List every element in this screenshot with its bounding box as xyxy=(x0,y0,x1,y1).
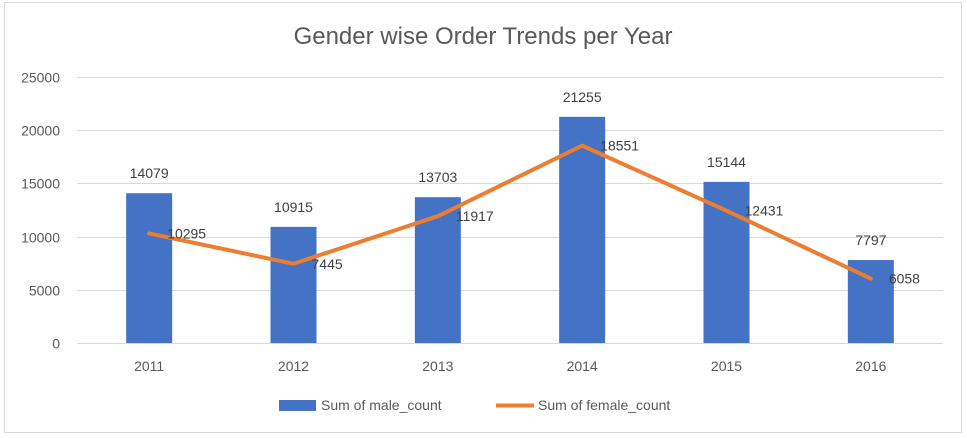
bar xyxy=(126,193,173,343)
y-tick-label: 10000 xyxy=(21,230,60,246)
y-axis: 0 5000 10000 15000 20000 25000 xyxy=(21,70,60,352)
y-tick-label: 25000 xyxy=(21,70,60,86)
x-tick-label: 2013 xyxy=(422,358,453,374)
grid-lines xyxy=(77,77,943,344)
x-tick-label: 2016 xyxy=(855,358,886,374)
line-value-label: 11917 xyxy=(456,208,494,224)
y-tick-label: 20000 xyxy=(21,123,60,139)
x-tick-label: 2011 xyxy=(134,358,164,374)
legend: Sum of male_count Sum of female_count xyxy=(279,397,670,413)
line-value-label: 6058 xyxy=(889,271,920,287)
legend-label-male: Sum of male_count xyxy=(321,397,442,413)
legend-swatch-male xyxy=(279,400,316,411)
bar-value-label: 21255 xyxy=(563,89,602,105)
line-series xyxy=(147,143,873,281)
x-tick-label: 2015 xyxy=(711,358,742,374)
y-tick-label: 5000 xyxy=(29,283,60,299)
line-value-label: 12431 xyxy=(745,203,784,219)
female-line xyxy=(147,143,873,281)
bar-series xyxy=(126,116,894,343)
x-axis: 2011 2012 2013 2014 2015 2016 xyxy=(134,358,887,374)
chart-title: Gender wise Order Trends per Year xyxy=(294,23,673,50)
y-tick-label: 0 xyxy=(52,336,60,352)
bar xyxy=(703,181,750,343)
bar-value-label: 7797 xyxy=(855,232,886,248)
bar xyxy=(414,197,461,343)
line-value-label: 7445 xyxy=(312,256,343,272)
data-labels: 14079 10915 13703 21255 15144 7797 10295 7445 11… xyxy=(130,89,920,287)
line-value-label: 18551 xyxy=(600,138,639,154)
x-tick-label: 2014 xyxy=(567,358,598,374)
x-tick-label: 2012 xyxy=(278,358,309,374)
legend-label-female: Sum of female_count xyxy=(538,397,670,413)
bar-value-label: 10915 xyxy=(274,199,313,215)
y-tick-label: 15000 xyxy=(21,176,60,192)
bar-value-label: 15144 xyxy=(707,154,746,170)
bar-value-label: 14079 xyxy=(130,165,169,181)
line-value-label: 10295 xyxy=(167,225,206,241)
bar xyxy=(847,260,894,343)
bar-value-label: 13703 xyxy=(418,169,457,185)
bar xyxy=(270,226,317,343)
